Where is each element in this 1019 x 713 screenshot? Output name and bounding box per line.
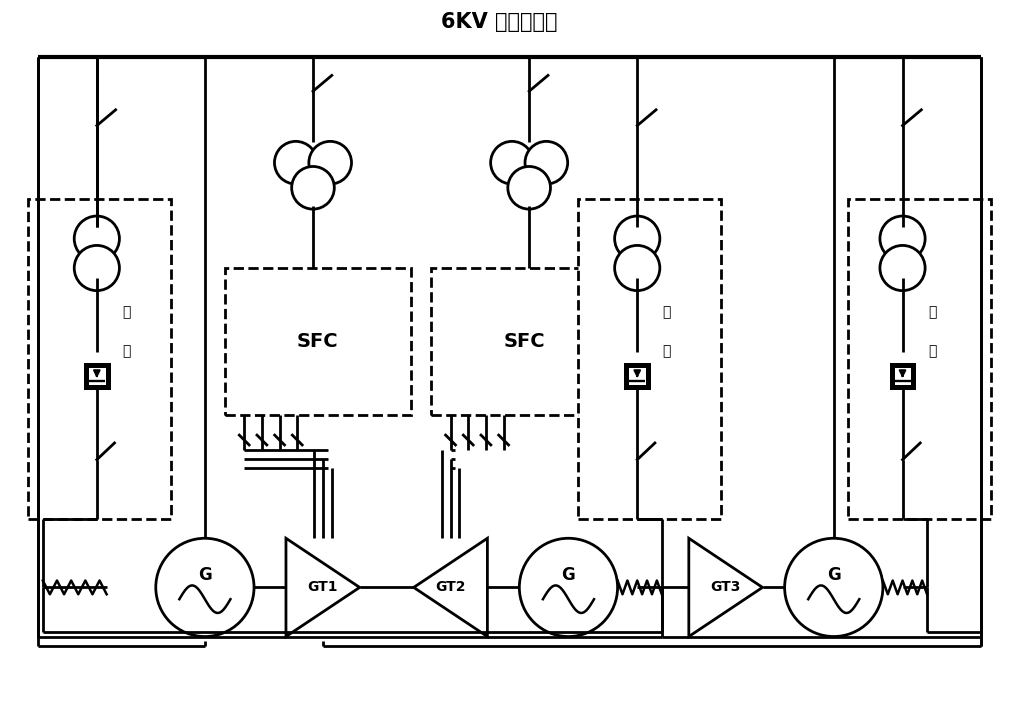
Text: G: G [198,565,212,584]
Text: 磁: 磁 [928,344,936,359]
Bar [29,200,170,518]
Circle shape [785,538,882,637]
Bar [627,365,648,387]
Bar [224,268,412,416]
Circle shape [614,245,660,291]
Text: 磁: 磁 [662,344,671,359]
Circle shape [74,245,119,291]
Text: GT2: GT2 [435,580,466,595]
Bar [892,365,913,387]
Circle shape [156,538,254,637]
Polygon shape [414,538,487,637]
Bar [578,200,720,518]
Circle shape [614,216,660,261]
Text: 励: 励 [662,305,671,319]
Text: 磁: 磁 [122,344,130,359]
Circle shape [525,141,568,184]
Circle shape [490,141,533,184]
Circle shape [880,245,925,291]
Text: 励: 励 [122,305,130,319]
Text: GT1: GT1 [308,580,338,595]
Circle shape [274,141,317,184]
Text: SFC: SFC [298,332,338,352]
Text: 励: 励 [928,305,936,319]
Text: SFC: SFC [503,332,545,352]
Circle shape [880,216,925,261]
Circle shape [74,216,119,261]
Text: G: G [561,565,576,584]
Circle shape [309,141,352,184]
Text: GT3: GT3 [710,580,741,595]
Polygon shape [689,538,762,637]
Bar [431,268,618,416]
Polygon shape [286,538,360,637]
Circle shape [520,538,618,637]
Text: 6KV 厂用电母线: 6KV 厂用电母线 [441,12,558,32]
Bar [849,200,990,518]
Circle shape [291,166,334,209]
Text: G: G [826,565,841,584]
Circle shape [507,166,550,209]
Bar [86,365,108,387]
